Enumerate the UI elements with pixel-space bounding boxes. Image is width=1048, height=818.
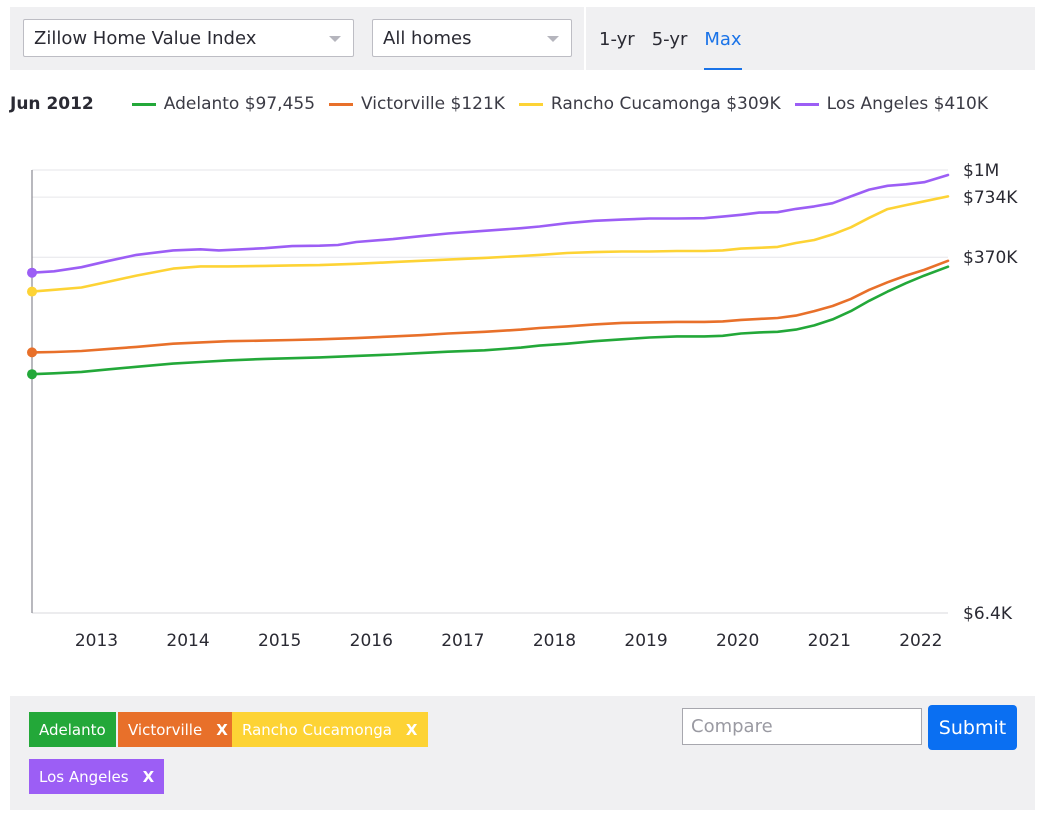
legend-label: Adelanto $97,455 <box>163 94 316 114</box>
chip-label: Adelanto <box>39 720 106 739</box>
y-tick-label: $734K <box>963 188 1018 208</box>
legend-swatch <box>794 102 819 106</box>
chip-label: Victorville <box>128 720 203 739</box>
x-tick-label: 2022 <box>899 631 942 651</box>
period-tabs: 1-yr 5-yr Max <box>599 7 759 70</box>
chip-adelanto[interactable]: Adelanto <box>29 712 116 747</box>
chip-label: Rancho Cucamonga <box>242 720 392 739</box>
legend-item-rancho-cucamonga: Rancho Cucamonga $309K <box>518 94 781 114</box>
close-icon[interactable]: X <box>142 767 155 786</box>
legend-label: Los Angeles $410K <box>826 94 988 114</box>
home-value-chart[interactable]: $1M $734K $370K $6.4K 2013 2014 2015 2016 2017 20… <box>0 140 1048 670</box>
filter-bar: Zillow Home Value Index All homes 1-yr 5… <box>10 7 1035 70</box>
compare-panel: Adelanto Victorville X Rancho Cucamonga … <box>10 696 1035 810</box>
x-tick-label: 2014 <box>166 631 209 651</box>
series-line-victorville <box>30 259 950 354</box>
x-tick-label: 2016 <box>350 631 393 651</box>
chart-legend: Jun 2012 Adelanto $97,455 Victorville $1… <box>10 91 1002 117</box>
chevron-down-icon <box>329 36 341 42</box>
legend-item-los-angeles: Los Angeles $410K <box>794 94 988 114</box>
x-tick-label: 2015 <box>258 631 301 651</box>
x-tick-label: 2019 <box>624 631 667 651</box>
series-line-los-angeles <box>30 173 950 274</box>
x-tick-label: 2021 <box>808 631 851 651</box>
home-type-select-value: All homes <box>383 28 472 49</box>
legend-date: Jun 2012 <box>10 94 94 114</box>
x-tick-label: 2018 <box>533 631 576 651</box>
series-line-adelanto <box>30 265 950 376</box>
chip-los-angeles[interactable]: Los Angeles X <box>29 759 165 794</box>
hover-point-victorville <box>27 347 37 358</box>
submit-button[interactable]: Submit <box>928 705 1017 750</box>
y-tick-label: $1M <box>963 161 999 181</box>
legend-swatch <box>131 102 156 106</box>
x-tick-label: 2017 <box>441 631 484 651</box>
legend-label: Rancho Cucamonga $309K <box>550 94 781 114</box>
legend-item-victorville: Victorville $121K <box>329 94 505 114</box>
close-icon[interactable]: X <box>405 720 418 739</box>
chip-victorville[interactable]: Victorville X <box>118 712 238 747</box>
y-tick-label: $370K <box>963 248 1018 268</box>
close-icon[interactable]: X <box>216 720 228 739</box>
legend-label: Victorville $121K <box>361 94 505 114</box>
chip-label: Los Angeles <box>39 767 129 786</box>
legend-swatch <box>329 102 354 106</box>
hover-point-los-angeles <box>27 267 37 278</box>
tab-max[interactable]: Max <box>704 7 742 70</box>
index-select-value: Zillow Home Value Index <box>34 28 257 49</box>
legend-item-adelanto: Adelanto $97,455 <box>131 94 316 114</box>
hover-point-adelanto <box>27 369 37 380</box>
index-select[interactable]: Zillow Home Value Index <box>23 19 354 57</box>
divider <box>584 7 586 70</box>
chevron-down-icon <box>547 36 559 42</box>
compare-input[interactable] <box>682 708 922 745</box>
series-line-rancho-cucamonga <box>30 195 950 293</box>
x-tick-label: 2013 <box>75 631 118 651</box>
x-tick-label: 2020 <box>716 631 759 651</box>
y-tick-label: $6.4K <box>963 604 1013 624</box>
chip-rancho-cucamonga[interactable]: Rancho Cucamonga X <box>232 712 428 747</box>
tab-1-yr[interactable]: 1-yr <box>599 29 635 50</box>
home-type-select[interactable]: All homes <box>372 19 572 57</box>
legend-swatch <box>518 102 543 106</box>
tab-5-yr[interactable]: 5-yr <box>651 29 688 50</box>
hover-point-rancho-cucamonga <box>27 286 37 297</box>
